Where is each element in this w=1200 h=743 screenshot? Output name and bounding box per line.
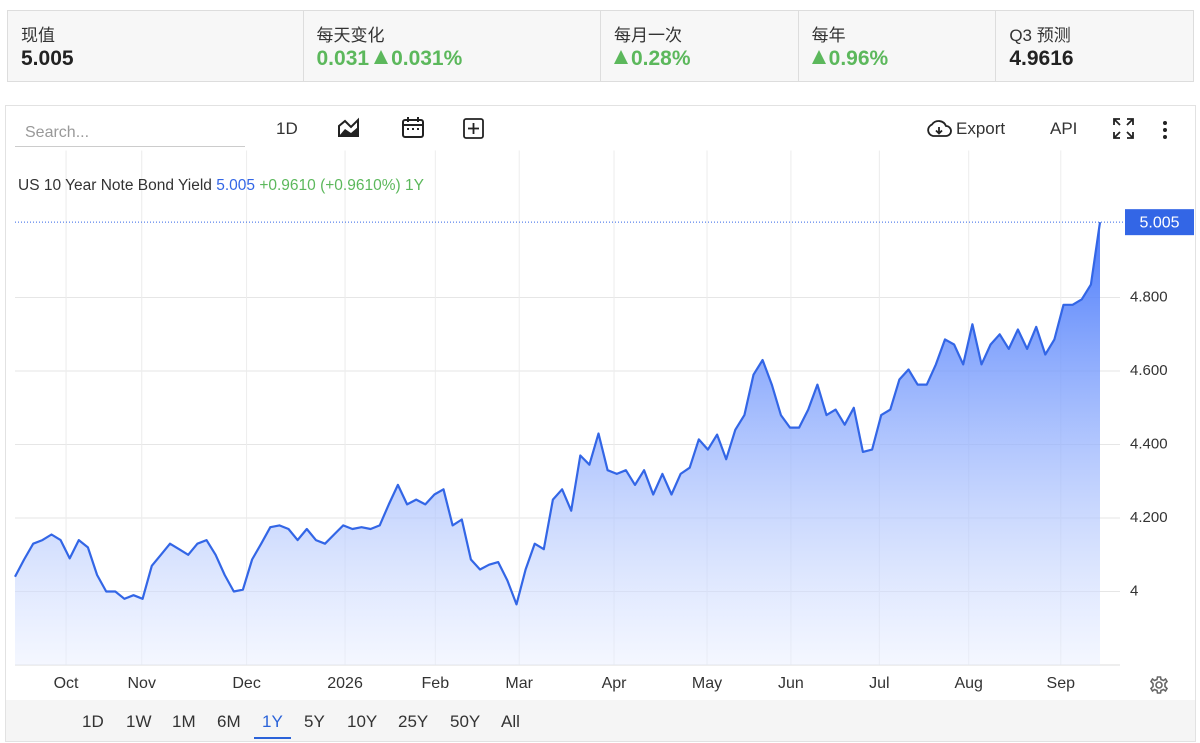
stat-value: 0.96% bbox=[811, 47, 996, 71]
stat-value: 0.031 0.031% bbox=[317, 47, 600, 71]
legend-title: US 10 Year Note Bond Yield bbox=[18, 177, 212, 194]
stat-label: Q3 预测 bbox=[1009, 26, 1071, 45]
stat-value: 5.005 bbox=[21, 47, 74, 70]
chart-panel bbox=[5, 105, 1196, 742]
stats-bar: 现值 5.005 每天变化 0.031 0.031% 每月一次 0.28% 每年 … bbox=[7, 10, 1194, 82]
range-button[interactable]: 6M bbox=[217, 712, 241, 731]
x-tick-label: Aug bbox=[954, 675, 982, 692]
legend-period: 1Y bbox=[404, 177, 424, 194]
range-button[interactable]: 10Y bbox=[347, 712, 378, 731]
legend-value: 5.005 bbox=[216, 177, 256, 194]
x-tick-label: Dec bbox=[232, 675, 260, 692]
stat-value: 0.28% bbox=[613, 47, 798, 71]
compare-icon[interactable] bbox=[462, 117, 485, 140]
range-button[interactable]: All bbox=[501, 712, 520, 731]
stat-change: 0.96% bbox=[828, 47, 889, 70]
api-button[interactable]: API bbox=[1050, 119, 1078, 138]
export-icon[interactable] bbox=[926, 120, 952, 138]
x-tick-label: Feb bbox=[422, 675, 450, 692]
y-tick-label: 4.400 bbox=[1130, 435, 1168, 452]
range-button[interactable]: 5Y bbox=[304, 712, 325, 731]
x-tick-label: Jul bbox=[869, 675, 889, 692]
x-tick-label: 2026 bbox=[327, 675, 363, 692]
area-fill bbox=[15, 222, 1100, 665]
x-tick-label: Mar bbox=[505, 675, 533, 692]
range-button[interactable]: 1D bbox=[82, 712, 104, 731]
stat-change: 0.28% bbox=[630, 47, 691, 70]
search-box[interactable]: Search... bbox=[15, 118, 245, 147]
calendar-icon[interactable] bbox=[401, 116, 425, 140]
stat-change: 0.031% bbox=[391, 47, 463, 70]
up-arrow bbox=[613, 50, 628, 64]
up-arrow bbox=[811, 50, 826, 64]
stat-value-text: 0.031 bbox=[316, 47, 370, 70]
fullscreen-icon[interactable] bbox=[1112, 117, 1135, 140]
stat: 每天变化 0.031 0.031% bbox=[304, 11, 601, 81]
export-button[interactable]: Export bbox=[956, 119, 1006, 138]
stat: 每月一次 0.28% bbox=[601, 11, 799, 81]
stat-value: 4.9616 bbox=[1009, 47, 1074, 70]
y-tick-label: 4 bbox=[1130, 582, 1138, 599]
stat: 每年 0.96% bbox=[799, 11, 997, 81]
range-button[interactable]: 1M bbox=[172, 712, 196, 731]
y-tick-label: 4.200 bbox=[1130, 509, 1168, 526]
last-value-badge bbox=[1125, 209, 1194, 236]
chart-type-icon[interactable] bbox=[337, 117, 361, 139]
stat-label: 每月一次 bbox=[613, 26, 682, 45]
y-tick-label: 4.800 bbox=[1130, 288, 1168, 305]
x-tick-label: Jun bbox=[778, 675, 804, 692]
chart-legend: US 10 Year Note Bond Yield 5.005 +0.9610… bbox=[18, 177, 424, 195]
x-tick-label: Apr bbox=[602, 675, 628, 692]
x-tick-label: May bbox=[692, 675, 722, 692]
stat: Q3 预测 4.9616 bbox=[996, 11, 1193, 81]
stat-label: 每天变化 bbox=[316, 26, 385, 45]
menu-icon[interactable] bbox=[1160, 119, 1170, 141]
range-button[interactable]: 1W bbox=[126, 712, 152, 731]
y-tick-label: 4.600 bbox=[1130, 362, 1168, 379]
last-value-label: 5.005 bbox=[1139, 214, 1179, 231]
range-button[interactable]: 50Y bbox=[450, 712, 481, 731]
interval-button[interactable]: 1D bbox=[276, 119, 298, 138]
stat-label: 现值 bbox=[21, 26, 55, 45]
range-button[interactable]: 25Y bbox=[398, 712, 429, 731]
stat: 现值 5.005 bbox=[8, 11, 304, 81]
x-tick-label: Nov bbox=[128, 675, 156, 692]
range-bar bbox=[6, 700, 1195, 741]
legend-change: +0.9610 (+0.9610%) bbox=[259, 177, 401, 194]
stat-label: 每年 bbox=[811, 26, 846, 45]
range-button[interactable]: 1Y bbox=[254, 712, 291, 739]
series-line bbox=[14, 222, 1102, 606]
x-tick-label: Oct bbox=[54, 675, 79, 692]
x-tick-label: Sep bbox=[1047, 675, 1076, 692]
settings-icon[interactable] bbox=[1149, 676, 1169, 694]
up-arrow bbox=[374, 50, 389, 64]
